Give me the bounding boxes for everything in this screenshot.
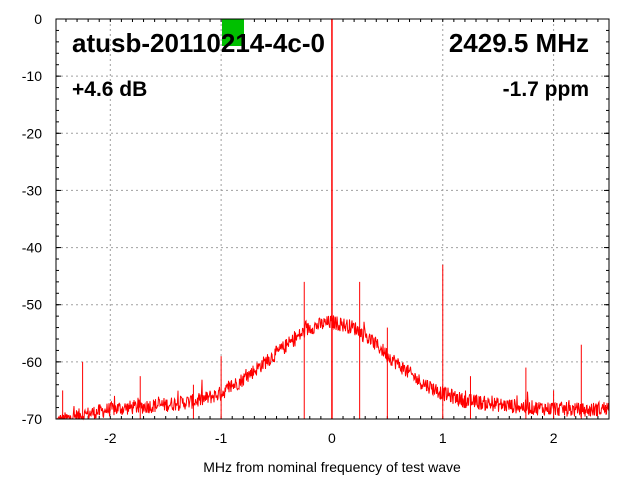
y-tick-label: -50 bbox=[22, 297, 42, 313]
y-tick-label: -20 bbox=[22, 125, 42, 141]
y-tick-label: -10 bbox=[22, 68, 42, 84]
y-tick-label: -60 bbox=[22, 354, 42, 370]
spectrum-series bbox=[56, 19, 610, 421]
x-tick-label: -1 bbox=[215, 430, 228, 446]
frequency-label: 2429.5 MHz bbox=[449, 28, 589, 58]
y-tick-label: -40 bbox=[22, 240, 42, 256]
x-tick-label: 2 bbox=[550, 430, 558, 446]
gain-label: +4.6 dB bbox=[72, 78, 147, 101]
x-tick-label: 0 bbox=[328, 430, 336, 446]
plot-border bbox=[55, 18, 610, 420]
x-tick-label: -2 bbox=[104, 430, 117, 446]
y-tick-label: -70 bbox=[22, 411, 42, 427]
y-tick-label: 0 bbox=[34, 11, 42, 27]
status-marker bbox=[222, 19, 244, 46]
x-tick-label: 1 bbox=[439, 430, 447, 446]
ppm-label: -1.7 ppm bbox=[503, 78, 589, 101]
chart-title: atusb-20110214-4c-0 bbox=[72, 28, 325, 58]
x-axis-label: MHz from nominal frequency of test wave bbox=[203, 459, 461, 475]
y-tick-label: -30 bbox=[22, 182, 42, 198]
